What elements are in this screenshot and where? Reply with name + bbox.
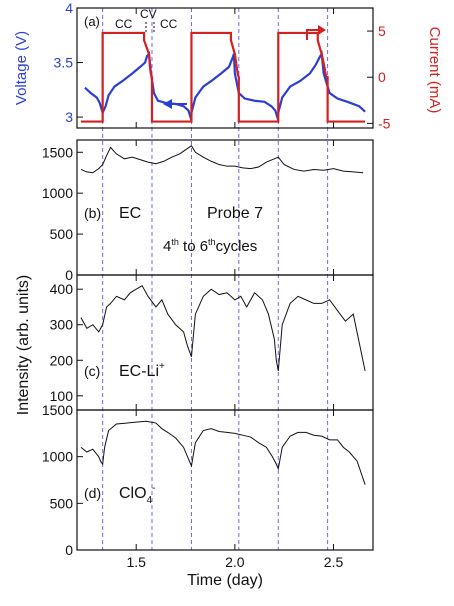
panel-b-cycles: 4th to 6thcycles xyxy=(163,237,257,255)
current-y-tick-label: -5 xyxy=(378,115,391,131)
panel-b-probe: Probe 7 xyxy=(207,205,263,222)
x-tick-label: 2.0 xyxy=(225,554,245,570)
cycle-dividers xyxy=(102,8,329,550)
panel-d-intensity-line xyxy=(80,420,366,485)
axis-ticks: 33.54-5050500100015001002003004000500100… xyxy=(42,0,391,570)
voltage-y-tick-label: 4 xyxy=(65,0,73,16)
current-y-tick-label: 5 xyxy=(378,23,386,39)
panel-c-y-tick-label: 400 xyxy=(50,281,74,297)
x-axis-title: Time (day) xyxy=(187,572,263,589)
annotation-cv: CV xyxy=(140,7,157,21)
panel-d-species: ClO4- xyxy=(119,483,155,506)
x-tick-label: 2.5 xyxy=(324,554,344,570)
panel-c-species: EC-Li+ xyxy=(119,361,165,380)
panel-d-y-tick-label: 1000 xyxy=(42,449,73,465)
panel-c-intensity-line xyxy=(80,284,366,372)
panel-b-label: (b) xyxy=(84,205,101,221)
panel-a-label: (a) xyxy=(84,14,100,29)
voltage-y-tick-label: 3 xyxy=(65,109,73,125)
y-axis-title-voltage: Voltage (V) xyxy=(13,31,30,105)
panel-c-y-tick-label: 200 xyxy=(50,352,74,368)
panel-c-y-tick-label: 100 xyxy=(50,388,74,404)
panel-c-y-tick-label: 300 xyxy=(50,317,74,333)
y-axis-title-intensity: Intensity (arb. units) xyxy=(15,275,32,416)
panel-c-label: (c) xyxy=(84,363,100,379)
y-axis-title-current: Current (mA) xyxy=(426,27,443,114)
panel-d-label: (d) xyxy=(84,485,101,501)
panel-d-y-tick-label: 500 xyxy=(50,495,74,511)
voltage-series-line xyxy=(84,50,366,122)
voltage-y-tick-label: 3.5 xyxy=(54,55,74,71)
current-series-line xyxy=(80,31,366,123)
panel-b-y-tick-label: 0 xyxy=(65,267,73,283)
panel-a-frame xyxy=(76,7,374,129)
annotation-cc-2: CC xyxy=(160,17,178,31)
panel-b-y-tick-label: 1500 xyxy=(42,144,73,160)
panel-b-y-tick-label: 500 xyxy=(50,226,74,242)
x-tick-label: 1.5 xyxy=(126,554,146,570)
panel-b-y-tick-label: 1000 xyxy=(42,185,73,201)
panel-b-species: EC xyxy=(119,205,141,222)
annotation-cc-1: CC xyxy=(115,17,133,31)
arrow-right-icon xyxy=(306,25,326,40)
panel-d-y-tick-label: 1500 xyxy=(42,402,73,418)
panel-d-frame xyxy=(76,409,374,551)
data-curves xyxy=(80,31,366,485)
panel-d-y-tick-label: 0 xyxy=(65,542,73,558)
current-y-tick-label: 0 xyxy=(378,69,386,85)
panel-b-intensity-line xyxy=(80,145,364,174)
panel-c-frame xyxy=(76,274,374,411)
